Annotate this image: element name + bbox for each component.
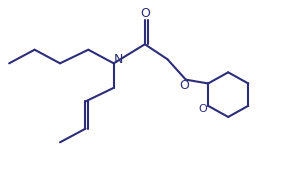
Text: O: O <box>141 7 151 20</box>
Text: N: N <box>114 53 124 66</box>
Text: O: O <box>179 79 189 92</box>
Text: O: O <box>199 103 207 113</box>
